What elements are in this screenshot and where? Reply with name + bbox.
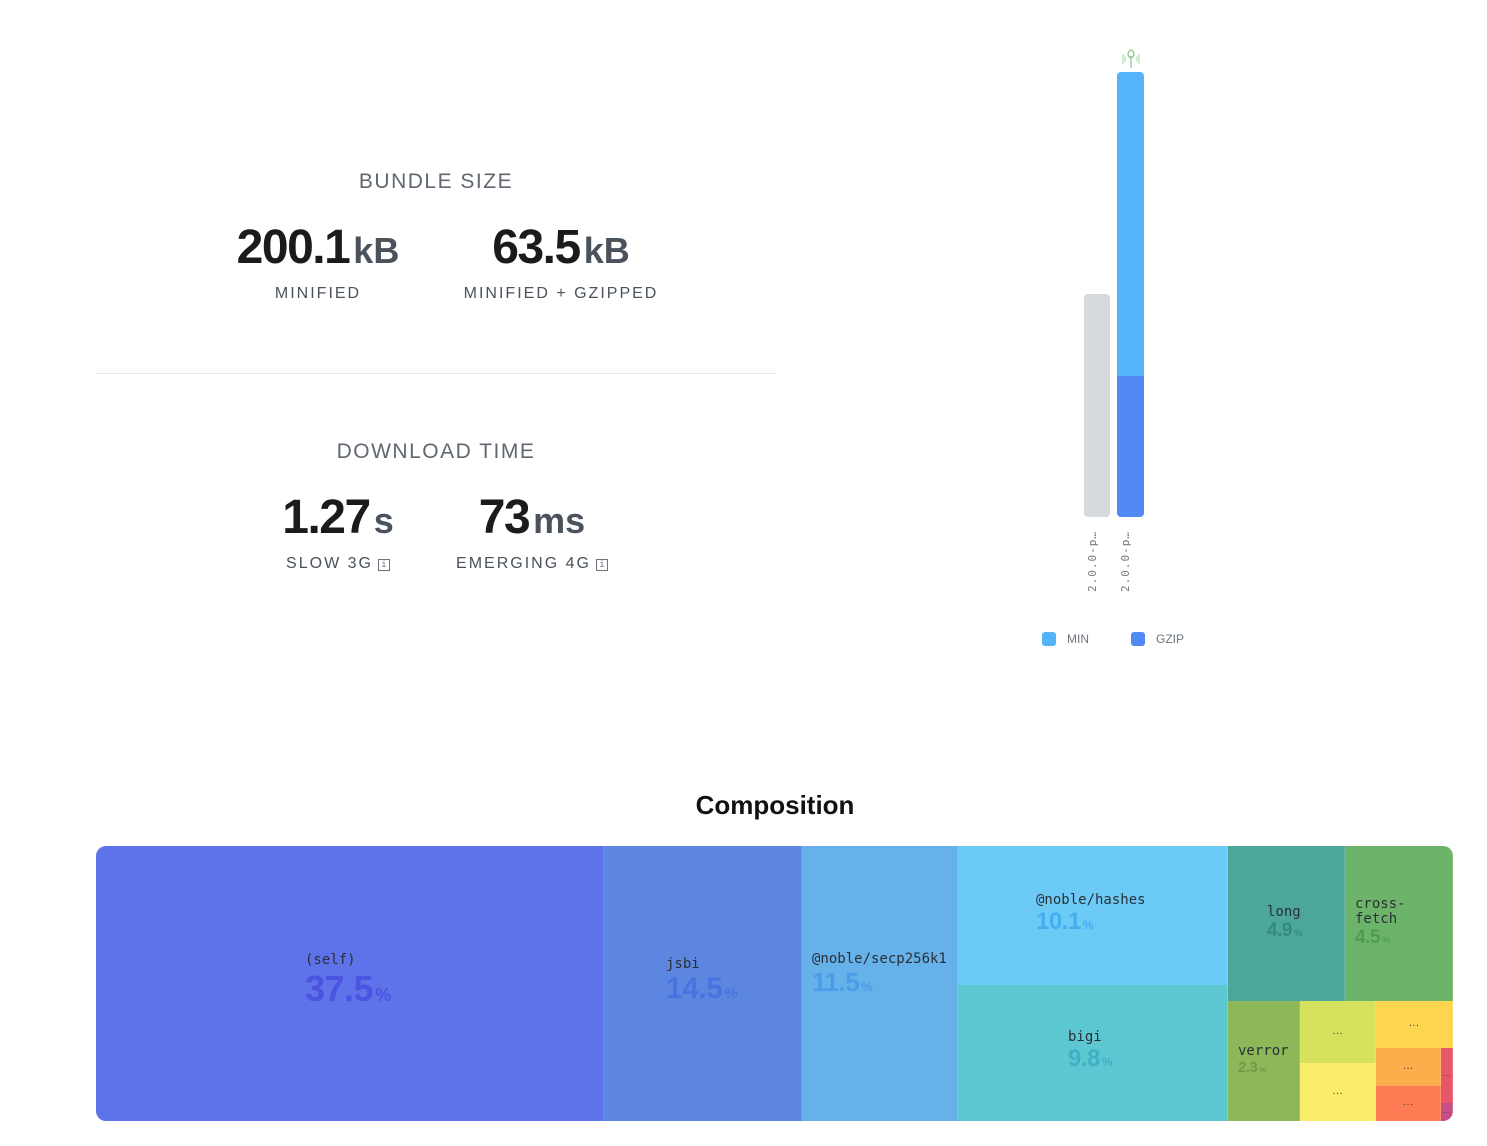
treemap-cell-other[interactable]: … — [1376, 1048, 1441, 1086]
minified-label: MINIFIED — [274, 285, 362, 302]
treemap-cell-verror[interactable]: verror 2.3% — [1228, 1001, 1300, 1121]
treemap-cell-jsbi[interactable]: jsbi 14.5% — [604, 846, 802, 1121]
bar-min-segment — [1117, 72, 1144, 376]
composition-title: Composition — [695, 790, 855, 820]
treemap-cell-name: … — [1332, 1085, 1343, 1097]
treemap-cell-name: bigi — [1068, 1029, 1102, 1045]
slow3g-unit: s — [373, 500, 394, 541]
sprout-icon — [1118, 48, 1144, 70]
bar-version-label: 2.0.0-p… — [1086, 531, 1099, 592]
treemap-cell-other[interactable]: … — [1300, 1001, 1376, 1063]
legend-min-label: MIN — [1067, 632, 1089, 646]
treemap-cell-name: @noble/secp256k1 — [812, 951, 947, 967]
treemap-cell-pct: 4.9% — [1267, 920, 1302, 941]
treemap-cell-other[interactable]: … — [1376, 1001, 1453, 1048]
treemap-cell-pct: 11.5% — [812, 967, 873, 997]
emerging4g-value: 73 — [478, 491, 531, 544]
treemap-cell-name: … — [1332, 1025, 1343, 1037]
treemap-cell-long[interactable]: long 4.9% — [1228, 846, 1345, 1001]
treemap-cell-pct: 37.5% — [305, 968, 391, 1009]
legend-gzip-swatch — [1131, 632, 1145, 646]
gzipped-label: MINIFIED + GZIPPED — [463, 285, 659, 302]
bundle-size-title: BUNDLE SIZE — [358, 170, 514, 193]
slow3g-stat: 1.27 s SLOW 3G i — [258, 490, 418, 573]
legend-gzip-label: GZIP — [1156, 632, 1185, 646]
gzipped-stat: 63.5 kB MINIFIED + GZIPPED — [451, 220, 671, 303]
section-divider — [96, 373, 776, 374]
treemap-cell-other[interactable]: … — [1376, 1086, 1441, 1121]
version-bar[interactable] — [1084, 294, 1110, 517]
treemap-cell-pct: 10.1% — [1036, 908, 1093, 935]
treemap-cell-name: jsbi — [666, 956, 700, 972]
download-time-title: DOWNLOAD TIME — [336, 440, 536, 463]
info-icon[interactable]: i — [595, 559, 608, 571]
gzipped-value: 63.5 — [492, 221, 581, 274]
treemap-cell-pct: 9.8% — [1068, 1045, 1113, 1072]
emerging4g-stat: 73 ms EMERGING 4G i — [442, 490, 622, 573]
treemap-cell-self[interactable]: (self) 37.5% — [96, 846, 604, 1121]
treemap-cell-name: verror — [1238, 1043, 1289, 1059]
treemap-cell-name: cross-fetch — [1355, 896, 1406, 927]
info-icon[interactable]: i — [377, 559, 390, 571]
treemap-cell-other[interactable]: … — [1441, 1048, 1453, 1103]
treemap-cell-pct: 2.3% — [1238, 1059, 1266, 1076]
treemap-cell-name: (self) — [305, 952, 356, 968]
legend-min: MIN — [1042, 632, 1089, 646]
bar-gzip-segment — [1117, 376, 1144, 517]
treemap-cell-noble-hashes[interactable]: @noble/hashes 10.1% — [958, 846, 1228, 985]
treemap-cell-name: long — [1267, 904, 1301, 920]
treemap-cell-pct: 4.5% — [1355, 927, 1390, 948]
legend-gzip: GZIP — [1131, 632, 1184, 646]
minified-stat: 200.1 kB MINIFIED — [218, 220, 418, 303]
treemap-cell-name: … — [1402, 1060, 1414, 1072]
bar-version-label: 2.0.0-p… — [1119, 531, 1132, 592]
treemap-cell-name: … — [1408, 1017, 1420, 1029]
treemap-cell-noble-secp256k1[interactable]: @noble/secp256k1 11.5% — [802, 846, 958, 1121]
treemap-cell-name: … — [1442, 1105, 1451, 1115]
emerging4g-unit: ms — [533, 500, 586, 541]
emerging4g-label: EMERGING 4G — [456, 555, 591, 572]
slow3g-label: SLOW 3G — [286, 555, 373, 572]
minified-value: 200.1 — [236, 221, 351, 274]
treemap-cell-other[interactable]: … — [1441, 1103, 1453, 1121]
slow3g-value: 1.27 — [282, 491, 371, 544]
treemap-cell-bigi[interactable]: bigi 9.8% — [958, 985, 1228, 1121]
legend-min-swatch — [1042, 632, 1056, 646]
treemap-cell-other[interactable]: … — [1300, 1063, 1376, 1121]
treemap-cell-cross-fetch[interactable]: cross-fetch 4.5% — [1345, 846, 1453, 1001]
minified-unit: kB — [353, 230, 400, 271]
treemap-cell-name: @noble/hashes — [1036, 892, 1146, 908]
treemap-cell-name: … — [1402, 1096, 1414, 1108]
treemap-cell-pct: 14.5% — [666, 972, 738, 1005]
version-bar-current[interactable] — [1117, 72, 1144, 517]
gzipped-unit: kB — [583, 230, 630, 271]
treemap-cell-name: … — [1442, 1068, 1451, 1078]
composition-treemap: (self) 37.5% jsbi 14.5% @noble/secp256k1… — [96, 846, 1453, 1121]
